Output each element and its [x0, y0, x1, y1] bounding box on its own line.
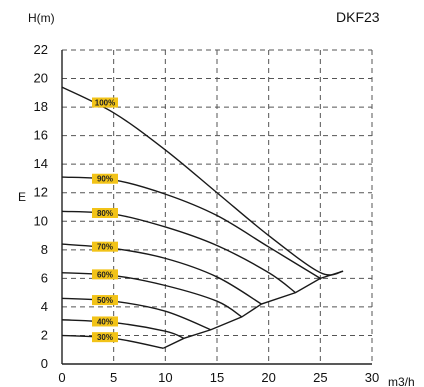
series-tag-label: 60% — [97, 270, 113, 279]
series-tags: 100% 90% 80% 70% 60% 50% 40% 30% — [92, 97, 118, 343]
series-tag-label: 100% — [95, 99, 115, 108]
y-tick-label: 14 — [34, 156, 48, 171]
x-tick-label: 20 — [261, 370, 275, 385]
series-tag: 50% — [92, 295, 118, 306]
y-axis-side-letter: E — [18, 190, 26, 204]
y-tick-label: 10 — [34, 213, 48, 228]
series-tag-box — [92, 295, 118, 306]
series-tag-label: 30% — [97, 333, 113, 342]
series-tag: 90% — [92, 173, 118, 184]
series-line — [61, 86, 344, 276]
y-tick-label: 18 — [34, 99, 48, 114]
y-tick-label: 8 — [41, 242, 48, 257]
series-tag-label: 90% — [97, 175, 113, 184]
series-tag: 70% — [92, 241, 118, 252]
series-line — [61, 210, 296, 294]
x-tick-label: 30 — [365, 370, 379, 385]
y-tick-label: 4 — [41, 299, 48, 314]
series-tag-box — [92, 207, 118, 218]
x-tick-label: 25 — [313, 370, 327, 385]
series-tag-label: 70% — [97, 243, 113, 252]
series-tag: 30% — [92, 332, 118, 343]
series-tag: 100% — [92, 97, 118, 108]
series-line — [61, 271, 243, 318]
y-tick-label: 16 — [34, 128, 48, 143]
axes — [61, 50, 372, 365]
series-tag: 80% — [92, 207, 118, 218]
y-tick-label: 20 — [34, 71, 48, 86]
series-tag-box — [92, 316, 118, 327]
y-axis-label: H(m) — [28, 11, 55, 25]
y-tick-label: 12 — [34, 185, 48, 200]
series-tag-box — [92, 173, 118, 184]
x-tick-label: 15 — [210, 370, 224, 385]
tick-labels: 0 5 10 15 20 25 30 0 2 4 6 8 10 12 14 16 18 20 22 — [34, 42, 380, 385]
envelope-line — [162, 270, 344, 349]
series-tag-box — [92, 97, 118, 108]
series-line — [61, 297, 212, 331]
series-tag: 60% — [92, 269, 118, 280]
x-tick-label: 10 — [158, 370, 172, 385]
series-tag-box — [92, 241, 118, 252]
y-tick-label: 2 — [41, 327, 48, 342]
series-tag-label: 80% — [97, 209, 113, 218]
chart-title: DKF23 — [336, 9, 380, 25]
series-tag: 40% — [92, 316, 118, 327]
series-line — [61, 319, 185, 339]
series-tag-label: 40% — [97, 317, 113, 326]
y-tick-label: 6 — [41, 270, 48, 285]
y-tick-label: 0 — [41, 356, 48, 371]
series-tag-box — [92, 332, 118, 343]
x-tick-label: 5 — [110, 370, 117, 385]
series-tag-box — [92, 269, 118, 280]
series-tag-label: 50% — [97, 296, 113, 305]
x-tick-label: 0 — [58, 370, 65, 385]
y-tick-label: 22 — [34, 42, 48, 57]
x-axis-label: m3/h — [388, 375, 415, 387]
